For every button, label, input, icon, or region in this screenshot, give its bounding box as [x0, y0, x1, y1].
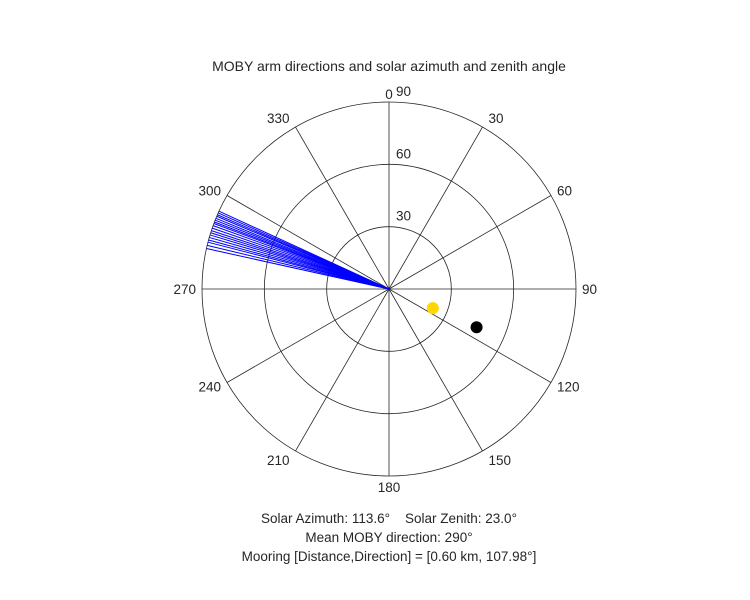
theta-tick-label: 270	[173, 282, 196, 297]
spoke-240	[226, 288, 390, 383]
moby-ray-1	[207, 244, 390, 290]
theta-tick-label: 150	[489, 453, 512, 468]
theta-tick-label: 30	[489, 111, 504, 126]
ring-60	[263, 163, 515, 415]
moby-ray-0	[206, 248, 390, 290]
spoke-210	[295, 288, 390, 452]
r-tick-label: 30	[396, 209, 411, 224]
spoke-330	[295, 126, 390, 290]
r-tick-label: 60	[396, 146, 411, 161]
spoke-150	[388, 288, 483, 452]
theta-tick-label: 240	[199, 380, 222, 395]
spoke-30	[388, 126, 483, 290]
moby-direction-text: Mean MOBY direction: 290°	[305, 530, 472, 545]
r-tick-label: 90	[396, 84, 411, 99]
polar-grid	[201, 101, 577, 477]
solar-points	[426, 302, 483, 334]
moby-arm-rays	[206, 210, 390, 290]
ring-30	[326, 226, 452, 352]
moby-ray-17	[218, 210, 390, 290]
mooring-point	[470, 321, 483, 334]
chart-title: MOBY arm directions and solar azimuth an…	[212, 58, 566, 74]
ring-90	[201, 101, 577, 477]
sun-core	[429, 304, 437, 312]
sun-point	[426, 302, 439, 315]
theta-tick-label: 60	[557, 184, 572, 199]
spoke-60	[388, 195, 552, 290]
theta-tick-label: 90	[582, 282, 597, 297]
theta-tick-label: 300	[199, 184, 222, 199]
theta-tick-label: 180	[378, 480, 401, 495]
theta-tick-label: 120	[557, 380, 580, 395]
tick-labels: 0 30 60 90 120 150 180 210 240 270 300 330 30 60 90	[173, 84, 597, 495]
solar-info-text: Solar Azimuth: 113.6° Solar Zenith: 23.0…	[261, 511, 517, 526]
spoke-300	[226, 195, 390, 290]
spoke-120	[388, 288, 552, 383]
theta-tick-label: 210	[267, 453, 290, 468]
mooring-text: Mooring [Distance,Direction] = [0.60 km,…	[242, 549, 537, 564]
theta-tick-label: 0	[385, 87, 393, 102]
theta-tick-label: 330	[267, 111, 290, 126]
